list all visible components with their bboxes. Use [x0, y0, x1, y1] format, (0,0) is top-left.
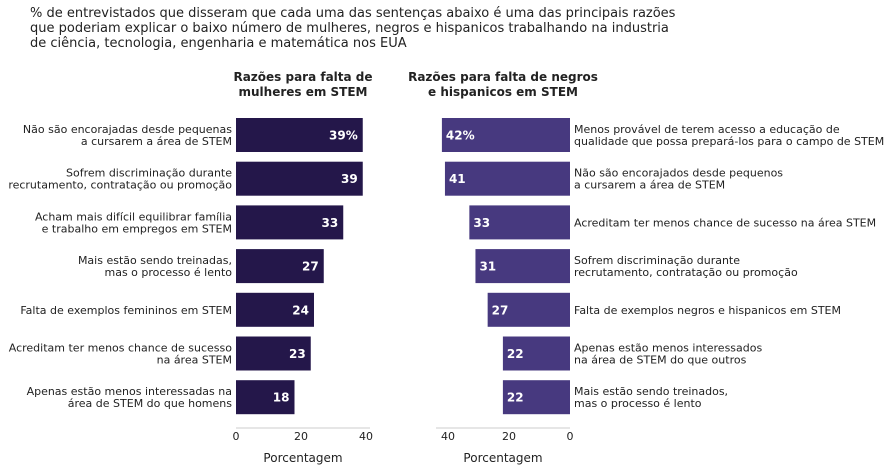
women-data-label: 39%: [329, 129, 358, 143]
minorities-data-label: 22: [507, 391, 524, 405]
women-bar: [236, 205, 344, 240]
women-bar: [236, 380, 295, 415]
chart-title: % de entrevistados que disseram que cada…: [30, 6, 676, 51]
women-bar: [236, 118, 363, 152]
minorities-bar: [502, 380, 570, 415]
women-category-label: Sofrem discriminação durante recrutamento…: [8, 167, 232, 192]
women-data-label: 23: [289, 347, 306, 361]
minorities-category-label: Apenas estão menos interessados na área d…: [574, 341, 762, 366]
minorities-bar: [444, 161, 570, 196]
women-x-tick-label: 0: [233, 430, 240, 443]
minorities-category-label: Não são encorajados desde pequenos a curs…: [574, 167, 783, 192]
women-category-label: Acham mais difícil equilibrar família e t…: [35, 210, 232, 235]
minorities-panel-title: Razões para falta de negros e hispanicos …: [408, 70, 598, 99]
women-category-label: Falta de exemplos femininos em STEM: [20, 304, 232, 317]
women-x-axis-label: Porcentagem: [263, 451, 342, 465]
minorities-x-tick-label: 0: [567, 430, 574, 443]
minorities-category-label: Menos provável de terem acesso a educaçã…: [574, 123, 884, 148]
minorities-data-label: 42%: [446, 129, 475, 143]
minorities-bar: [469, 205, 570, 240]
women-category-label: Mais estão sendo treinadas, mas o process…: [78, 254, 232, 279]
minorities-category-label: Falta de exemplos negros e hispanicos em…: [574, 304, 841, 317]
minorities-data-label: 31: [479, 260, 496, 274]
women-category-label: Apenas estão menos interessadas na área d…: [27, 385, 233, 410]
minorities-data-label: 41: [449, 172, 466, 186]
minorities-bar: [475, 249, 570, 284]
women-category-label: Não são encorajadas desde pequenas a curs…: [23, 123, 232, 148]
minorities-x-tick-label: 20: [502, 430, 516, 443]
women-data-label: 24: [292, 303, 309, 317]
minorities-category-label: Acreditam ter menos chance de sucesso na…: [574, 216, 876, 229]
women-data-label: 33: [322, 216, 339, 230]
women-data-label: 39: [341, 172, 358, 186]
women-panel-title: Razões para falta de mulheres em STEM: [233, 70, 372, 99]
minorities-x-tick-label: 40: [441, 430, 455, 443]
women-x-tick-label: 40: [359, 430, 373, 443]
minorities-bar: [441, 118, 570, 152]
women-bar: [236, 249, 324, 284]
minorities-bar: [487, 292, 570, 327]
minorities-bar: [502, 336, 570, 371]
women-category-label: Acreditam ter menos chance de sucesso na …: [9, 341, 233, 366]
minorities-data-label: 27: [492, 303, 509, 317]
women-bar: [236, 292, 314, 327]
women-bar: [236, 336, 311, 371]
minorities-data-label: 33: [473, 216, 490, 230]
women-x-tick-label: 20: [294, 430, 308, 443]
minorities-x-axis-label: Porcentagem: [463, 451, 542, 465]
minorities-data-label: 22: [507, 347, 524, 361]
women-data-label: 18: [273, 391, 290, 405]
minorities-category-label: Sofrem discriminação durante recrutamento…: [574, 254, 798, 279]
women-data-label: 27: [302, 260, 319, 274]
minorities-category-label: Mais estão sendo treinados, mas o process…: [574, 385, 728, 410]
women-bar: [236, 161, 363, 196]
